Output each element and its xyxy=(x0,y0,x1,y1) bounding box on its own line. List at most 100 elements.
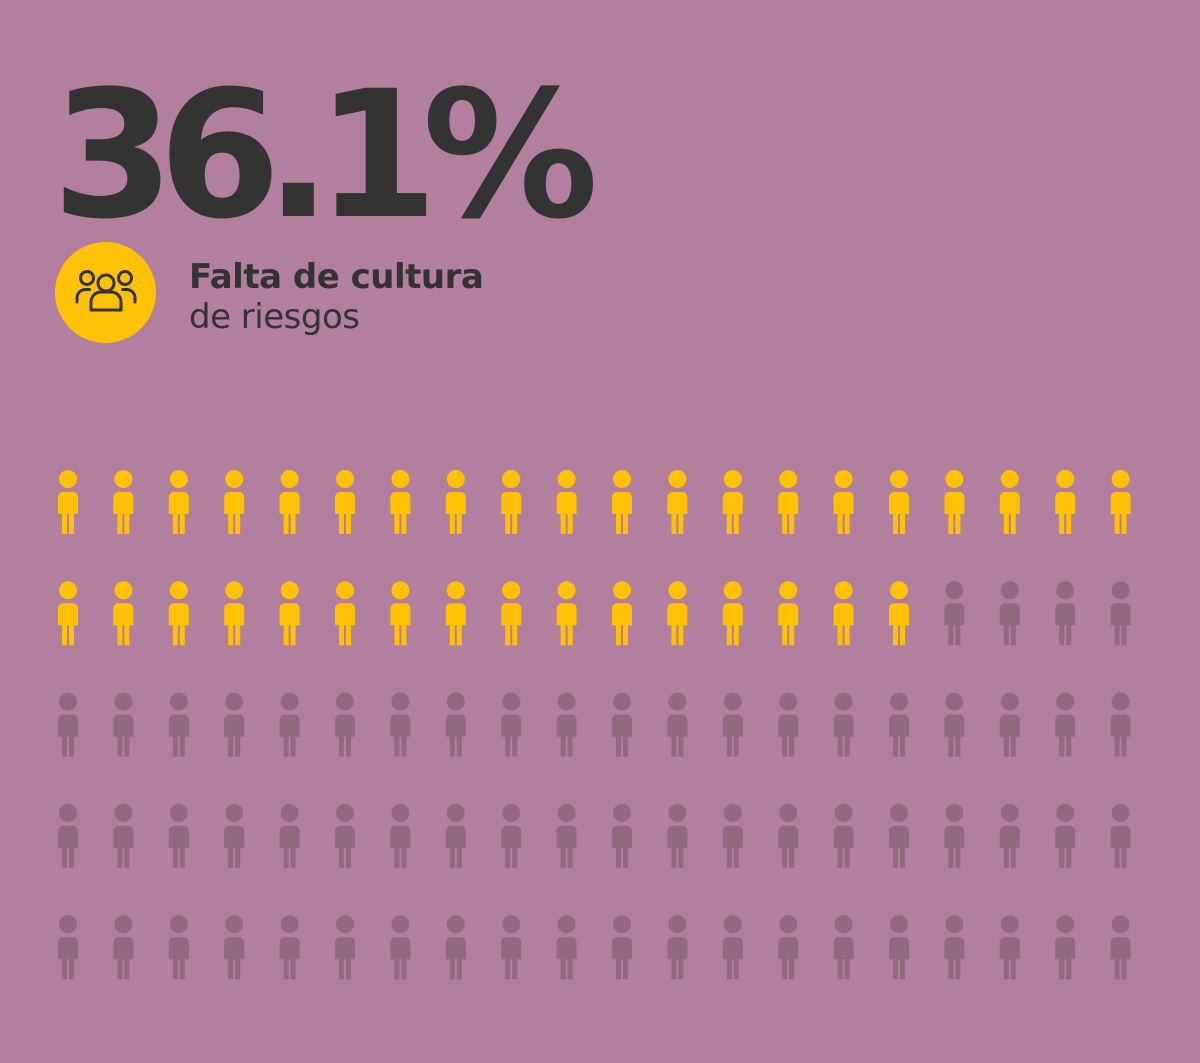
person-icon xyxy=(1055,470,1076,534)
person-icon xyxy=(501,692,522,757)
person-icon xyxy=(556,692,577,757)
person-icon xyxy=(778,803,799,868)
person-icon xyxy=(168,915,189,980)
person-icon xyxy=(390,803,411,868)
person-icon xyxy=(1055,581,1076,646)
person-icon xyxy=(445,470,466,534)
headline-value: 36.1% xyxy=(52,53,599,258)
person-icon xyxy=(556,803,577,868)
person-icon xyxy=(722,470,743,534)
person-icon xyxy=(778,581,799,646)
person-icon xyxy=(722,692,743,757)
person-icon xyxy=(612,915,632,980)
person-icon xyxy=(833,803,854,868)
person-icon xyxy=(1110,581,1131,646)
label-title: Falta de cultura xyxy=(189,257,484,297)
person-icon xyxy=(1055,692,1076,757)
person-icon xyxy=(335,470,355,534)
person-icon xyxy=(58,915,78,980)
person-icon xyxy=(279,915,300,980)
person-icon xyxy=(999,915,1020,980)
person-icon xyxy=(58,803,78,868)
person-icon xyxy=(1110,803,1131,868)
person-icon xyxy=(445,803,466,868)
person-icon xyxy=(667,915,688,980)
person-icon xyxy=(501,581,522,646)
person-icon xyxy=(1055,915,1076,980)
person-icon xyxy=(390,915,411,980)
person-icon xyxy=(390,470,411,534)
person-icon xyxy=(1110,915,1131,980)
person-icon xyxy=(944,803,965,868)
person-icon xyxy=(1055,803,1076,868)
person-icon xyxy=(944,581,965,646)
person-icon xyxy=(889,692,909,757)
person-icon xyxy=(113,692,134,757)
person-icon xyxy=(889,915,909,980)
person-icon xyxy=(612,470,632,534)
person-icon xyxy=(833,915,854,980)
person-icon xyxy=(889,803,909,868)
person-icon xyxy=(335,581,355,646)
person-icon xyxy=(944,692,965,757)
person-icon xyxy=(279,581,300,646)
person-icon xyxy=(612,803,632,868)
person-icon xyxy=(58,470,78,534)
person-icon xyxy=(999,803,1020,868)
person-icon xyxy=(58,692,78,757)
person-icon xyxy=(556,915,577,980)
person-icon xyxy=(168,803,189,868)
person-icon xyxy=(113,581,134,646)
person-icon xyxy=(335,803,355,868)
person-icon xyxy=(390,581,411,646)
person-icon xyxy=(113,803,134,868)
badge-circle xyxy=(55,242,156,343)
person-icon xyxy=(889,581,909,646)
person-icon xyxy=(778,692,799,757)
person-icon xyxy=(224,470,245,534)
label-subtitle: de riesgos xyxy=(189,297,360,337)
person-icon xyxy=(224,803,245,868)
person-icon xyxy=(224,581,245,646)
person-icon xyxy=(999,581,1020,646)
person-icon xyxy=(612,581,632,646)
person-icon xyxy=(722,581,743,646)
person-icon xyxy=(58,581,78,646)
person-icon xyxy=(1110,470,1131,534)
person-icon xyxy=(1110,692,1131,757)
person-icon xyxy=(833,470,854,534)
person-icon xyxy=(889,470,909,534)
person-icon xyxy=(501,915,522,980)
person-icon xyxy=(612,692,632,757)
person-icon xyxy=(501,803,522,868)
person-icon xyxy=(778,915,799,980)
person-icon xyxy=(999,470,1020,534)
person-icon xyxy=(168,692,189,757)
person-icon xyxy=(445,915,466,980)
person-icon xyxy=(722,915,743,980)
person-icon xyxy=(390,692,411,757)
person-icon xyxy=(445,692,466,757)
person-icon xyxy=(556,581,577,646)
person-icon xyxy=(667,470,688,534)
person-icon xyxy=(168,581,189,646)
person-icon xyxy=(999,692,1020,757)
person-icon xyxy=(168,470,189,534)
person-icon xyxy=(279,692,300,757)
person-icon xyxy=(113,470,134,534)
person-icon xyxy=(445,581,466,646)
person-icon xyxy=(556,470,577,534)
person-icon xyxy=(224,692,245,757)
person-icon xyxy=(778,470,799,534)
person-icon xyxy=(279,470,300,534)
person-icon xyxy=(833,581,854,646)
person-icon xyxy=(667,581,688,646)
person-icon xyxy=(944,915,965,980)
person-icon xyxy=(944,470,965,534)
person-icon xyxy=(224,915,245,980)
person-icon xyxy=(279,803,300,868)
person-icon xyxy=(667,803,688,868)
person-icon xyxy=(667,692,688,757)
